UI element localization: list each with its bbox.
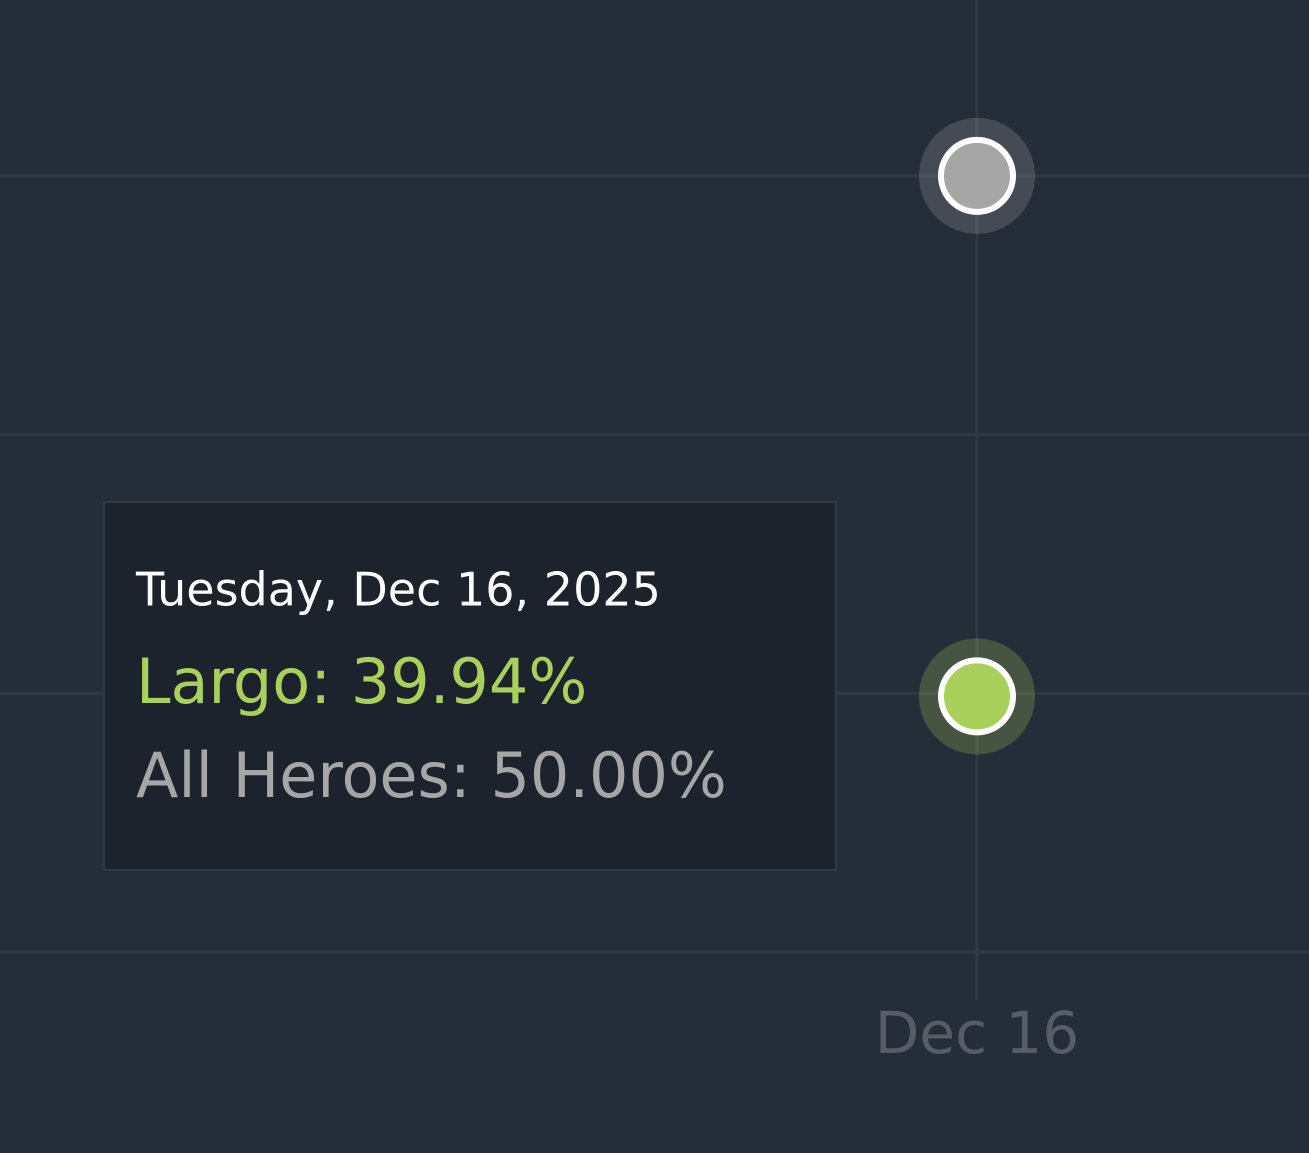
tooltip-line: Largo: 39.94% xyxy=(136,645,587,718)
tooltip-title: Tuesday, Dec 16, 2025 xyxy=(135,563,661,617)
tooltip-line: All Heroes: 50.00% xyxy=(136,739,727,812)
tooltip-box xyxy=(103,501,837,871)
tooltip: Tuesday, Dec 16, 2025 Largo: 39.94% All … xyxy=(103,501,837,871)
x-tick-label: Dec 16 xyxy=(875,999,1079,1067)
point xyxy=(938,136,1016,215)
marks xyxy=(919,117,1035,755)
point xyxy=(938,657,1016,736)
